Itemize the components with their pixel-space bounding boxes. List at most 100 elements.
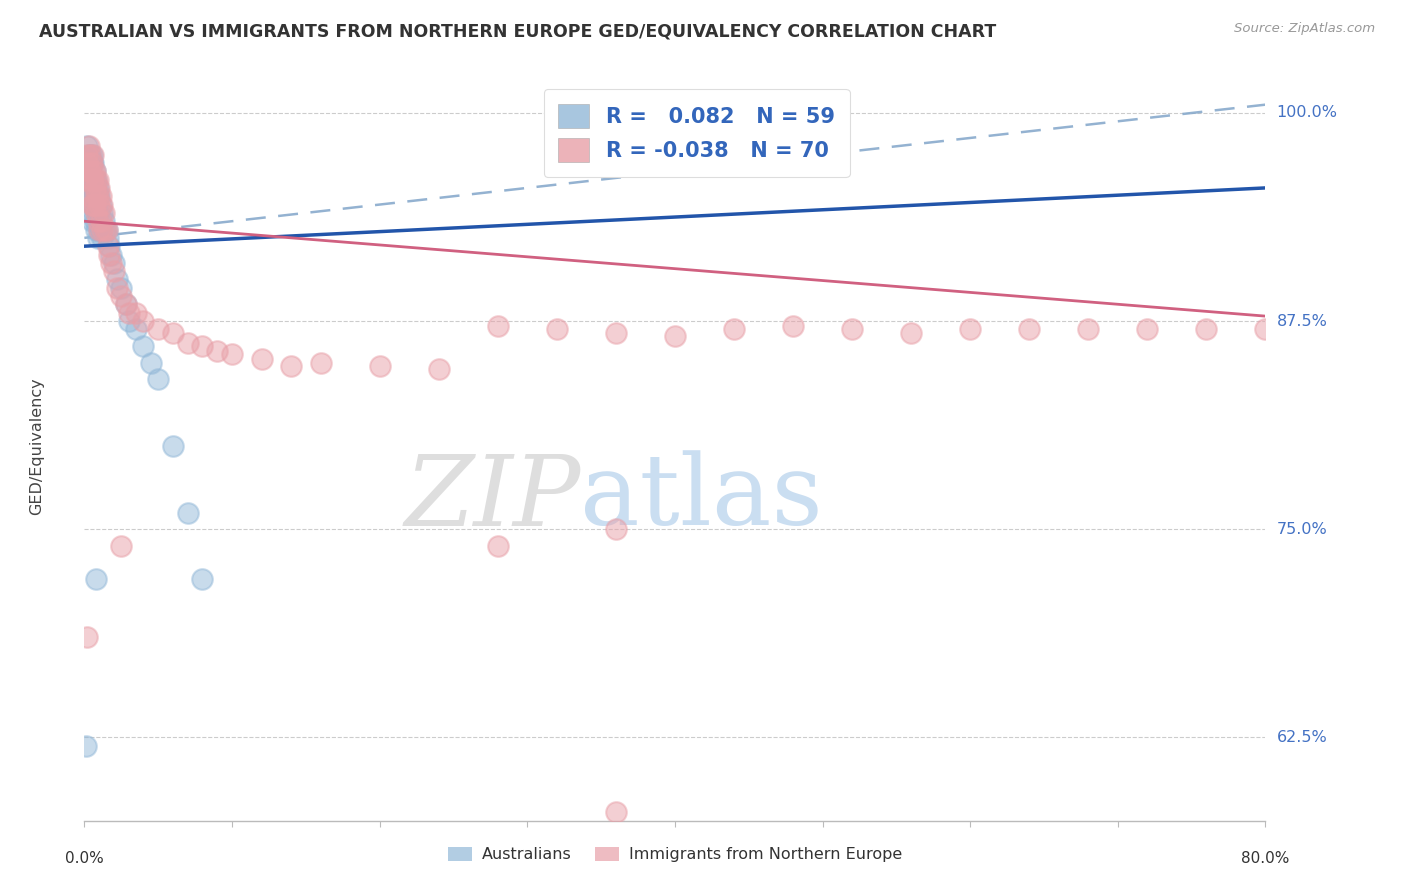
Point: [132, 314, 155, 328]
Point: [77, 156, 100, 170]
Point: [82, 197, 104, 211]
Point: [191, 572, 214, 586]
Point: [105, 272, 128, 286]
Point: [309, 356, 332, 370]
Text: 87.5%: 87.5%: [1277, 314, 1327, 328]
Point: [125, 322, 148, 336]
Point: [1195, 322, 1218, 336]
Text: Source: ZipAtlas.com: Source: ZipAtlas.com: [1234, 22, 1375, 36]
Point: [103, 264, 125, 278]
Point: [84, 172, 107, 186]
Text: 0.0%: 0.0%: [65, 851, 104, 865]
Point: [605, 805, 627, 820]
Point: [76, 164, 98, 178]
Point: [1018, 322, 1040, 336]
Point: [80, 181, 103, 195]
Point: [125, 306, 148, 320]
Text: 80.0%: 80.0%: [1241, 851, 1289, 865]
Point: [100, 256, 122, 270]
Point: [86, 214, 108, 228]
Point: [86, 181, 108, 195]
Point: [87, 222, 111, 236]
Point: [87, 189, 111, 203]
Point: [77, 139, 100, 153]
Point: [94, 222, 117, 236]
Point: [84, 189, 107, 203]
Point: [83, 214, 105, 228]
Point: [84, 206, 107, 220]
Point: [80, 172, 103, 186]
Text: 62.5%: 62.5%: [1277, 730, 1327, 745]
Point: [546, 322, 568, 336]
Point: [76, 631, 98, 645]
Point: [1254, 322, 1277, 336]
Point: [900, 326, 922, 340]
Point: [427, 362, 450, 376]
Point: [76, 139, 98, 153]
Point: [280, 359, 302, 373]
Point: [782, 319, 804, 334]
Point: [79, 164, 101, 178]
Point: [77, 189, 100, 203]
Point: [76, 156, 98, 170]
Point: [79, 147, 101, 161]
Point: [83, 181, 105, 195]
Point: [110, 281, 132, 295]
Text: AUSTRALIAN VS IMMIGRANTS FROM NORTHERN EUROPE GED/EQUIVALENCY CORRELATION CHART: AUSTRALIAN VS IMMIGRANTS FROM NORTHERN E…: [39, 22, 997, 40]
Point: [114, 297, 136, 311]
Point: [118, 314, 141, 328]
Point: [1077, 322, 1099, 336]
Point: [86, 189, 108, 203]
Point: [91, 222, 114, 236]
Point: [79, 181, 101, 195]
Point: [84, 197, 107, 211]
Point: [221, 347, 243, 361]
Point: [86, 189, 108, 203]
Point: [841, 322, 863, 336]
Point: [90, 214, 112, 228]
Point: [97, 231, 120, 245]
Point: [87, 206, 111, 220]
Point: [82, 164, 104, 178]
Point: [84, 572, 107, 586]
Point: [75, 172, 97, 186]
Point: [368, 359, 391, 373]
Point: [723, 322, 745, 336]
Point: [90, 197, 112, 211]
Point: [87, 222, 111, 236]
Point: [162, 439, 184, 453]
Legend: Australians, Immigrants from Northern Europe: Australians, Immigrants from Northern Eu…: [441, 840, 908, 869]
Point: [86, 231, 108, 245]
Point: [97, 239, 120, 253]
Point: [79, 206, 101, 220]
Point: [162, 326, 184, 340]
Point: [93, 206, 115, 220]
Text: ZIP: ZIP: [404, 450, 581, 546]
Point: [959, 322, 981, 336]
Point: [80, 197, 103, 211]
Point: [486, 319, 509, 334]
Point: [82, 172, 104, 186]
Point: [80, 172, 103, 186]
Point: [82, 181, 104, 195]
Point: [84, 172, 107, 186]
Point: [83, 164, 105, 178]
Point: [80, 197, 103, 211]
Point: [86, 172, 108, 186]
Point: [83, 164, 105, 178]
Point: [84, 222, 107, 236]
Point: [82, 172, 104, 186]
Text: GED/Equivalency: GED/Equivalency: [30, 377, 45, 515]
Point: [207, 344, 229, 359]
Point: [83, 172, 105, 186]
Point: [91, 206, 114, 220]
Point: [114, 297, 136, 311]
Point: [96, 222, 118, 236]
Text: atlas: atlas: [581, 450, 823, 546]
Point: [100, 247, 122, 261]
Point: [86, 206, 108, 220]
Point: [605, 326, 627, 340]
Point: [148, 322, 170, 336]
Point: [148, 372, 170, 386]
Point: [80, 156, 103, 170]
